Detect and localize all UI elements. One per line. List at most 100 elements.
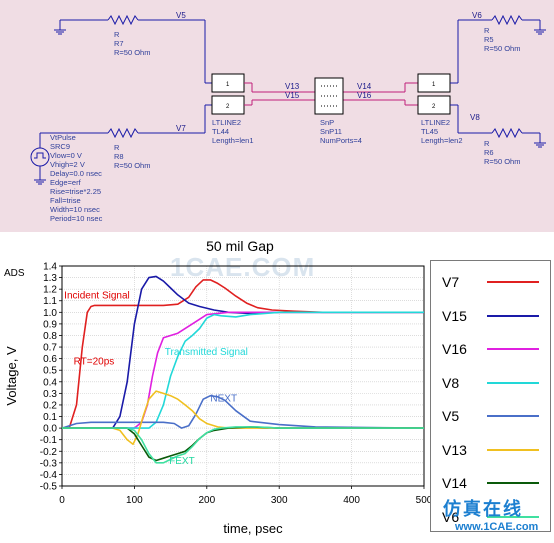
y-tick-label: 0.4 — [43, 377, 57, 388]
legend-item-v7: V7 — [431, 269, 550, 295]
x-tick-label: 400 — [343, 495, 360, 506]
series-line-v6 — [62, 426, 424, 464]
series-line-v15 — [62, 275, 424, 429]
y-tick-label: -0.3 — [40, 458, 58, 469]
x-tick-label: 100 — [126, 495, 143, 506]
annotation-rt-20ps: RT=20ps — [74, 356, 115, 367]
r8-id: R8 — [114, 152, 124, 161]
svg-text:Period=10 nsec: Period=10 nsec — [50, 214, 103, 223]
schematic-drawing: R R7 R=50 Ohm V5 R R8 R=50 Ohm V7 VtPuls… — [30, 11, 546, 223]
tl44-symbol — [211, 73, 245, 115]
svg-text:TL44: TL44 — [212, 127, 229, 136]
y-tick-label: 1.4 — [43, 262, 57, 273]
legend-label: V15 — [442, 307, 467, 324]
r6-name: R — [484, 139, 490, 148]
legend-item-v13: V13 — [431, 437, 550, 463]
svg-text:2: 2 — [226, 104, 230, 110]
svg-text:Vlow=0 V: Vlow=0 V — [50, 151, 82, 160]
r8-value: R=50 Ohm — [114, 161, 150, 170]
x-tick-label: 500 — [416, 495, 430, 506]
watermark: 1CAE.COM — [170, 252, 316, 282]
y-tick-label: 1.0 — [43, 308, 57, 319]
y-tick-label: -0.2 — [40, 447, 58, 458]
legend-item-v8: V8 — [431, 370, 550, 396]
legend-swatch — [487, 448, 539, 451]
ads-corner-label: ADS — [4, 268, 25, 279]
legend-label: V5 — [442, 408, 460, 424]
svg-text:Width=10 nsec: Width=10 nsec — [50, 205, 100, 214]
legend-item-v15: V15 — [431, 303, 550, 329]
series-line-v8 — [62, 311, 424, 429]
y-tick-label: 0.8 — [43, 331, 57, 342]
legend-item-v5: V5 — [431, 403, 550, 429]
y-tick-label: 0.2 — [43, 400, 57, 411]
series-line-v14 — [62, 426, 424, 462]
svg-text:Edge=erf: Edge=erf — [50, 178, 82, 187]
net-v7: V7 — [176, 124, 186, 133]
chart-plot: ADS 1.4 1.3 1.2 1.1 1.0 0.9 0.8 0.7 0.6 0.5 0.4 0.3 0… — [0, 252, 433, 538]
svg-text:SnP: SnP — [320, 118, 334, 127]
brand-url: www.1CAE.com — [455, 521, 539, 533]
r7-id: R7 — [114, 39, 124, 48]
svg-text:2: 2 — [432, 104, 436, 110]
y-tick-label: 0.3 — [43, 389, 57, 400]
legend-swatch — [487, 281, 539, 283]
tl44-params: LTLINE2 TL44 Length=len1 — [212, 118, 254, 145]
y-tick-label: 0.9 — [43, 319, 57, 330]
legend-item-v6: V6 — [431, 504, 550, 530]
svg-text:SRC9: SRC9 — [50, 142, 70, 151]
y-tick-label: 0.5 — [43, 366, 57, 377]
svg-text:VtPulse: VtPulse — [50, 133, 76, 142]
svg-text:LTLINE2: LTLINE2 — [421, 118, 450, 127]
legend-swatch — [487, 515, 539, 518]
net-v13: V13 — [285, 82, 300, 91]
brand-name: 仿真在线 — [443, 499, 523, 519]
chart-title: 50 mil Gap — [206, 238, 274, 254]
svg-text:1: 1 — [226, 82, 230, 88]
net-v8: V8 — [470, 113, 480, 122]
chart-legend: V7 V15 V16 V8 V5 V13 V14 V6 — [430, 260, 551, 532]
r8-name: R — [114, 143, 120, 152]
y-tick-label: 1.2 — [43, 285, 57, 296]
svg-text:Length=len2: Length=len2 — [421, 136, 463, 145]
svg-text:Delay=0.0 nsec: Delay=0.0 nsec — [50, 169, 102, 178]
legend-label: V13 — [442, 441, 467, 458]
chart-svg: ADS1.41.31.21.11.00.90.80.70.60.50.40.30… — [4, 262, 433, 537]
snp-symbol — [314, 77, 344, 115]
r5-name: R — [484, 26, 490, 35]
y-tick-label: -0.5 — [40, 482, 58, 493]
y-tick-label: 0.0 — [43, 424, 57, 435]
svg-text:LTLINE2: LTLINE2 — [212, 118, 241, 127]
legend-swatch — [487, 381, 539, 384]
legend-swatch — [487, 482, 539, 484]
r7-value: R=50 Ohm — [114, 48, 150, 57]
y-tick-label: 0.1 — [43, 412, 57, 423]
legend-swatch — [487, 348, 539, 350]
svg-text:SnP11: SnP11 — [320, 127, 342, 136]
annotation-fext: FEXT — [169, 456, 195, 467]
series-line-v7 — [62, 279, 424, 429]
y-tick-label: -0.4 — [40, 470, 58, 481]
x-axis-label: time, psec — [223, 521, 283, 536]
svg-text:Vhigh=2 V: Vhigh=2 V — [50, 160, 85, 169]
legend-swatch — [487, 415, 539, 417]
x-tick-label: 300 — [271, 495, 288, 506]
x-tick-label: 200 — [198, 495, 215, 506]
x-tick-label: 0 — [59, 495, 65, 506]
net-v15: V15 — [285, 91, 300, 100]
legend-swatch — [487, 314, 539, 317]
circuit-schematic: R R7 R=50 Ohm V5 R R8 R=50 Ohm V7 VtPuls… — [0, 0, 554, 232]
y-tick-label: -0.1 — [40, 435, 58, 446]
source-params: VtPulse SRC9 Vlow=0 V Vhigh=2 V Delay=0.… — [50, 133, 103, 223]
y-tick-label: 1.3 — [43, 273, 57, 284]
plot-frame — [61, 265, 425, 487]
net-v14: V14 — [357, 82, 372, 91]
y-axis-label: Voltage, V — [4, 346, 19, 406]
series-line-v13 — [62, 390, 424, 446]
r6-value: R=50 Ohm — [484, 157, 520, 166]
legend-item-v16: V16 — [431, 336, 550, 362]
svg-text:NumPorts=4: NumPorts=4 — [320, 136, 362, 145]
legend-item-v14: V14 — [431, 470, 550, 496]
svg-text:1: 1 — [432, 82, 436, 88]
svg-text:Rise=trise*2.25: Rise=trise*2.25 — [50, 187, 101, 196]
